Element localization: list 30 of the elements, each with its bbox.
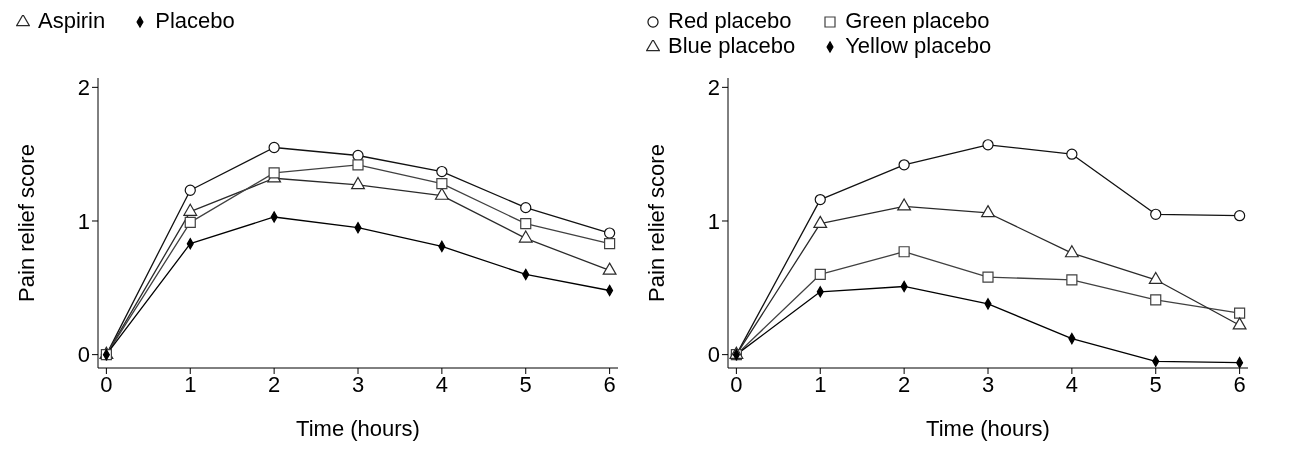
x-tick-label: 3 (981, 371, 995, 397)
legend-label: Red placebo (668, 8, 792, 33)
legend-label: Aspirin (38, 8, 106, 33)
x-tick-label: 0 (730, 371, 743, 397)
y-tick-label: 1 (77, 208, 90, 234)
x-tick-label: 3 (351, 371, 365, 397)
y-axis-title: Pain relief score (643, 144, 669, 302)
x-tick-label: 0 (100, 371, 113, 397)
x-tick-label: 4 (435, 371, 448, 397)
legend-label: Yellow placebo (845, 33, 992, 58)
x-tick-label: 2 (898, 371, 911, 397)
y-tick-label: 0 (707, 342, 720, 368)
x-tick-label: 5 (519, 371, 532, 397)
x-tick-label: 1 (184, 371, 197, 397)
y-tick-label: 0 (77, 342, 90, 368)
x-tick-label: 4 (1065, 371, 1078, 397)
legend-label: Green placebo (845, 8, 990, 33)
y-axis-title: Pain relief score (13, 144, 39, 302)
x-tick-label: 5 (1149, 371, 1162, 397)
x-tick-label: 1 (814, 371, 827, 397)
x-axis-title: Time (hours) (296, 416, 420, 441)
y-tick-label: 2 (707, 75, 720, 101)
y-tick-label: 2 (77, 75, 90, 101)
x-axis-title: Time (hours) (926, 416, 1050, 441)
x-tick-label: 2 (268, 371, 281, 397)
legend-label: Placebo (155, 8, 235, 33)
x-tick-label: 6 (1233, 371, 1246, 397)
y-tick-label: 1 (707, 208, 720, 234)
legend-label: Blue placebo (668, 33, 796, 58)
x-tick-label: 6 (603, 371, 616, 397)
